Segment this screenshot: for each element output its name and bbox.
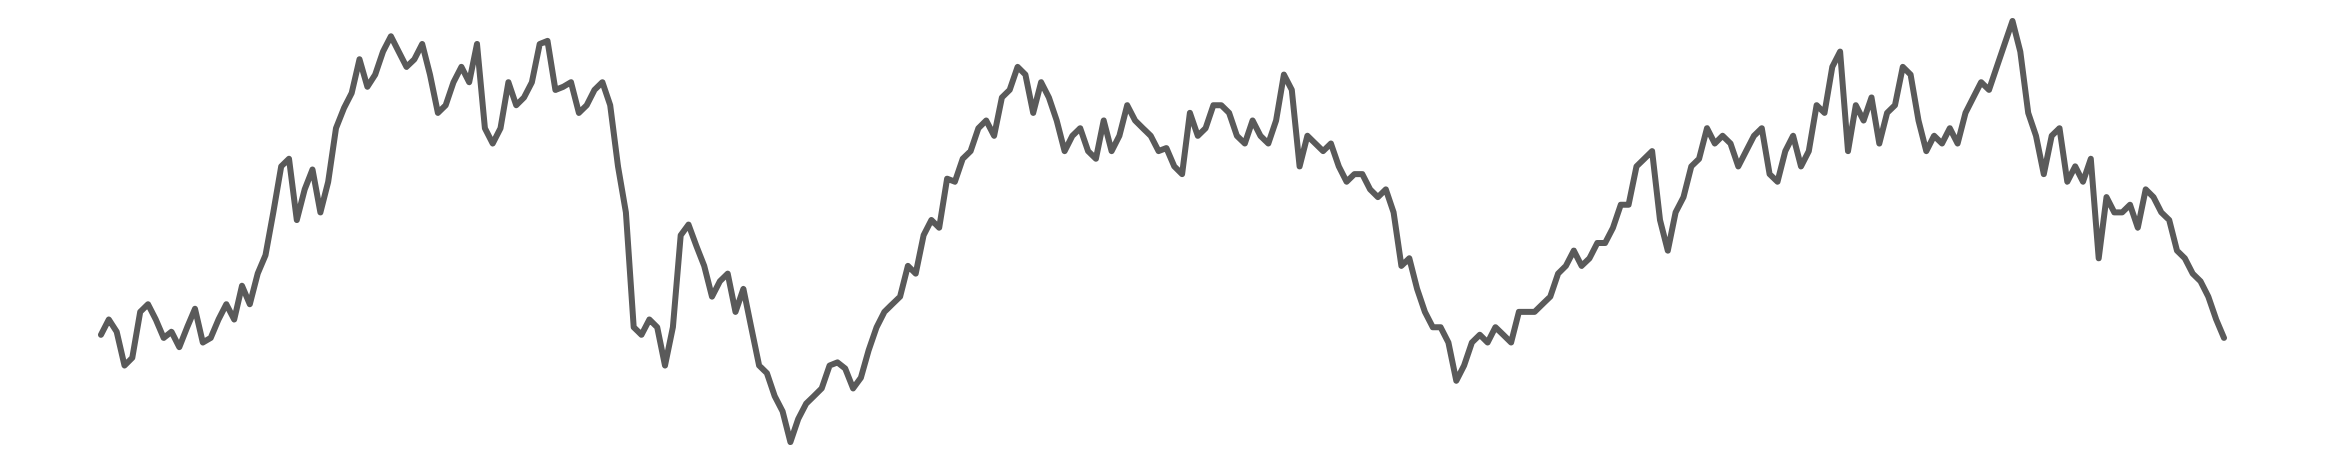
line	[98, 18, 2227, 445]
